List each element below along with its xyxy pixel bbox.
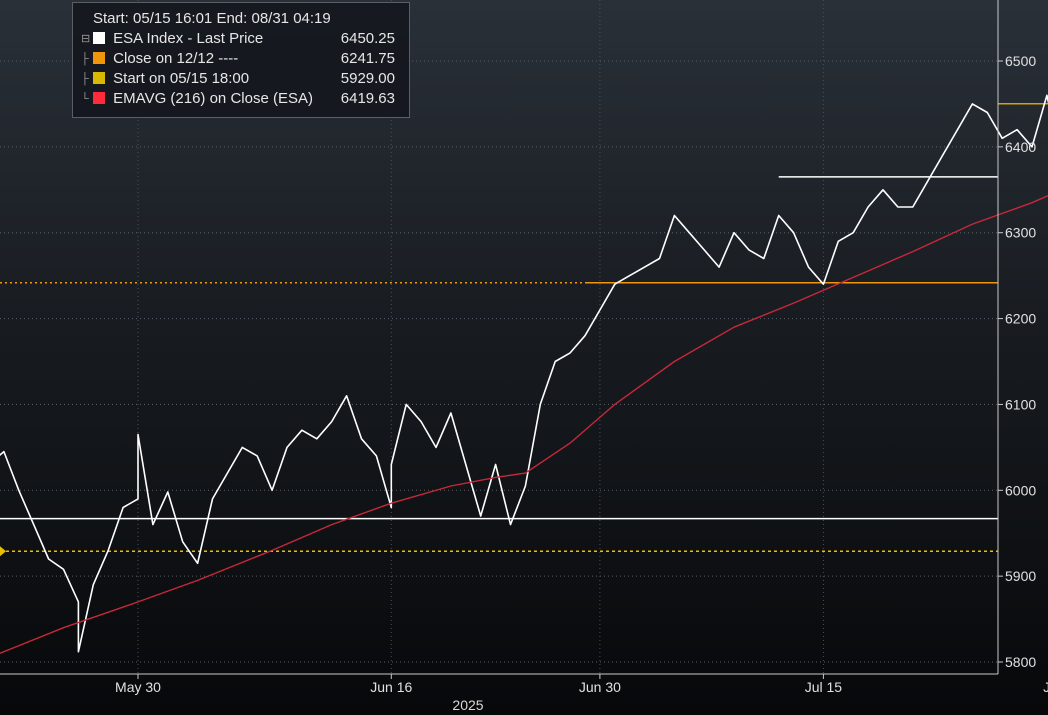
- y-tick-label: 5900: [1005, 568, 1036, 584]
- legend-swatch: [93, 92, 105, 104]
- legend-swatch: [93, 72, 105, 84]
- y-axis-labels: 5800 5900 6000 6100 6200 6300 6400 6500: [998, 53, 1036, 670]
- legend-swatch: [93, 32, 105, 44]
- legend-header: Start: 05/15 16:01 End: 08/31 04:19: [93, 9, 401, 29]
- start-level-marker-icon: [0, 546, 6, 557]
- end-time: 08/31 04:19: [251, 10, 331, 27]
- tree-branch-icon: └: [81, 93, 89, 105]
- legend-label: EMAVG (216) on Close (ESA): [113, 90, 313, 107]
- legend-value: 6450.25: [340, 30, 395, 47]
- start-label: Start:: [93, 10, 129, 27]
- x-tick-label: Jul 15: [805, 679, 843, 695]
- legend-swatch: [93, 52, 105, 64]
- legend-value: 6419.63: [340, 90, 395, 107]
- y-tick-label: 6300: [1005, 225, 1036, 241]
- legend-value: 5929.00: [340, 70, 395, 87]
- legend-label: ESA Index - Last Price: [113, 30, 264, 47]
- legend-value: 6241.75: [340, 50, 395, 67]
- y-tick-label: 6400: [1005, 139, 1036, 155]
- legend-item-start-line[interactable]: ├ Start on 05/15 18:00 5929.00: [81, 69, 401, 89]
- y-tick-label: 6000: [1005, 482, 1036, 498]
- tree-branch-icon: ├: [81, 73, 89, 85]
- series-line-emavg: [0, 195, 1048, 655]
- series-line-last-price: [0, 94, 1048, 653]
- y-tick-label: 6500: [1005, 53, 1036, 69]
- legend-item-emavg[interactable]: └ EMAVG (216) on Close (ESA) 6419.63: [81, 89, 401, 109]
- legend-label: Close on 12/12 ----: [113, 50, 239, 67]
- y-tick-label: 5800: [1005, 654, 1036, 670]
- series-lines: [0, 94, 1048, 655]
- x-tick-label: Jul 31: [1043, 679, 1048, 695]
- legend-item-close-line[interactable]: ├ Close on 12/12 ---- 6241.75: [81, 49, 401, 69]
- y-tick-label: 6200: [1005, 311, 1036, 327]
- legend-label: Start on 05/15 18:00: [113, 70, 250, 87]
- x-tick-label: Jun 16: [370, 679, 412, 695]
- year-label: 2025: [452, 697, 483, 713]
- tree-branch-icon: ├: [81, 53, 89, 65]
- x-tick-label: Jun 30: [579, 679, 621, 695]
- legend-item-last-price[interactable]: ⊟ ESA Index - Last Price 6450.25: [81, 29, 401, 49]
- start-time: 05/15 16:01: [133, 10, 213, 27]
- tree-collapse-icon[interactable]: ⊟: [81, 33, 91, 45]
- y-tick-label: 6100: [1005, 396, 1036, 412]
- x-tick-label: May 30: [115, 679, 161, 695]
- legend-box: Start: 05/15 16:01 End: 08/31 04:19 ⊟ ES…: [72, 2, 410, 118]
- end-label: End:: [216, 10, 248, 27]
- reference-lines: [0, 102, 1048, 557]
- axes: [0, 0, 999, 675]
